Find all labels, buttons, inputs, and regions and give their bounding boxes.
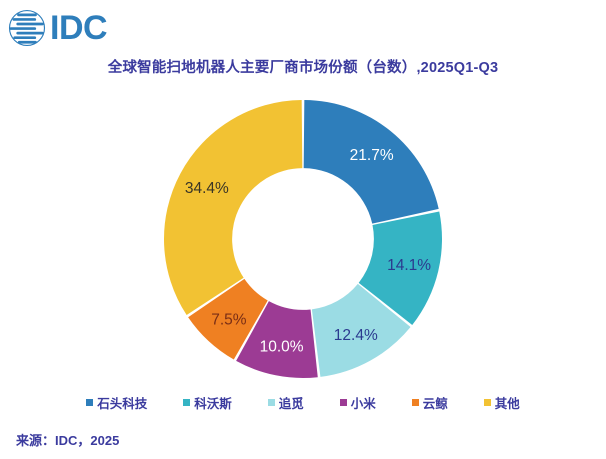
legend-item[interactable]: 追觅 — [267, 393, 304, 412]
donut-slice[interactable] — [164, 100, 303, 316]
legend-swatch-icon — [483, 399, 491, 406]
legend-item-label: 云鲸 — [422, 397, 448, 411]
legend-item[interactable]: 科沃斯 — [183, 393, 232, 412]
donut-slice[interactable] — [236, 301, 318, 378]
legend-swatch-icon — [86, 399, 94, 406]
legend-item-label: 小米 — [350, 397, 376, 411]
donut-slice-group — [164, 100, 442, 378]
legend-item[interactable]: 石头科技 — [86, 393, 147, 412]
donut-slice[interactable] — [311, 283, 411, 377]
legend-item-label: 其他 — [494, 397, 520, 411]
donut-slice[interactable] — [188, 278, 268, 360]
idc-wordmark: IDC — [50, 9, 108, 47]
legend-item-label: 追觅 — [278, 397, 304, 411]
donut-slice-label: 7.5% — [211, 312, 247, 329]
legend-swatch-icon — [267, 399, 275, 406]
donut-slice-label: 34.4% — [185, 180, 229, 197]
legend-item[interactable]: 云鲸 — [411, 393, 448, 412]
donut-slice-label: 10.0% — [260, 338, 304, 355]
legend-item[interactable]: 其他 — [483, 393, 520, 412]
legend-swatch-icon — [411, 399, 419, 406]
donut-chart: 21.7% 14.1% 12.4% 10.0% 7.5% 34.4% — [150, 88, 456, 388]
donut-chart-svg: 21.7% 14.1% 12.4% 10.0% 7.5% 34.4% — [164, 100, 442, 378]
legend-item-label: 石头科技 — [97, 397, 148, 411]
idc-logo: IDC — [8, 6, 208, 50]
legend-swatch-icon — [183, 399, 191, 406]
source-note: 来源：IDC，2025 — [16, 433, 120, 448]
donut-slice-label: 14.1% — [387, 257, 431, 274]
page-title: 全球智能扫地机器人主要厂商市场份额（台数）,2025Q1-Q3 — [107, 60, 499, 76]
donut-slice[interactable] — [358, 211, 442, 325]
legend-swatch-icon — [339, 399, 347, 406]
donut-slice-label: 12.4% — [334, 327, 378, 344]
donut-slice-label: 21.7% — [350, 147, 394, 164]
donut-label-group: 21.7% 14.1% 12.4% 10.0% 7.5% 34.4% — [185, 147, 431, 356]
legend-item[interactable]: 小米 — [339, 393, 376, 412]
idc-globe-icon — [8, 9, 46, 47]
legend-item-label: 科沃斯 — [194, 397, 232, 411]
donut-slice[interactable] — [303, 100, 439, 224]
chart-legend: 石头科技 科沃斯 追觅 小米 云鲸 其他 — [0, 393, 606, 412]
